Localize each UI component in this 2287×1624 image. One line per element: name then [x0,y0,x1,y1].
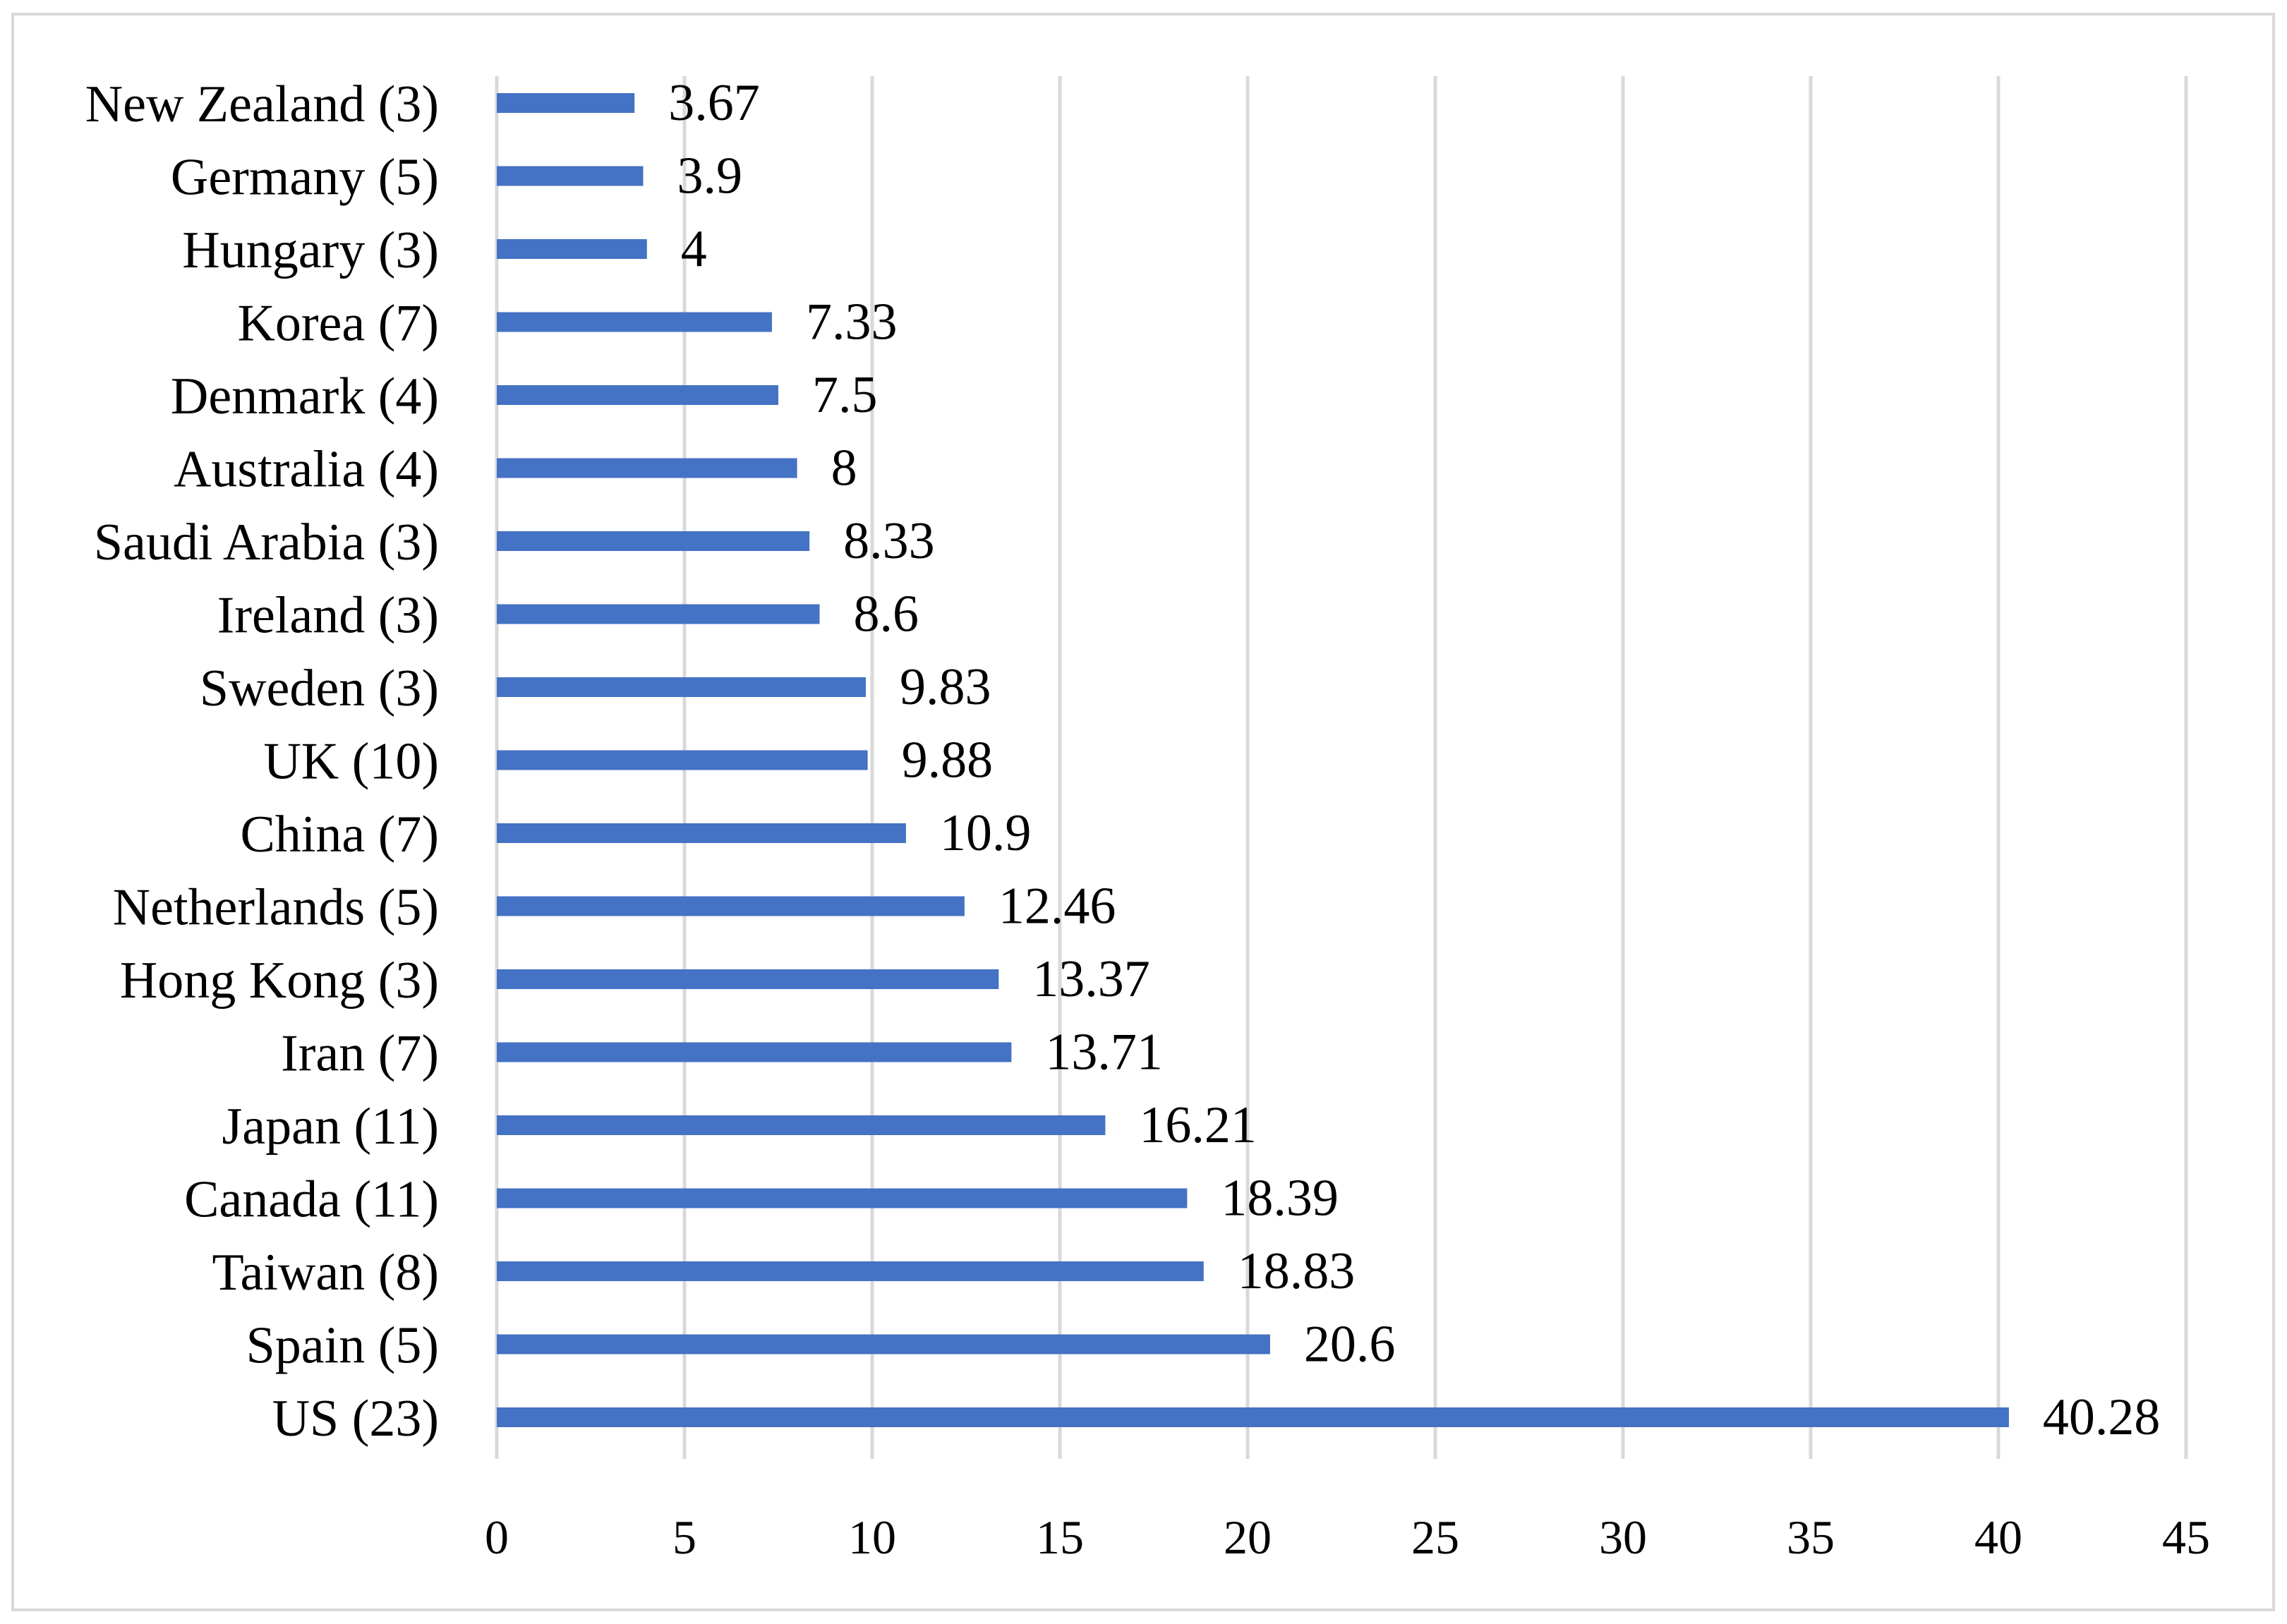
category-label-11: Netherlands (5) [113,879,439,937]
bar-0 [497,93,635,113]
bar-2 [497,239,647,259]
bar-13 [497,1042,1012,1062]
x-tick-label-5: 5 [672,1510,696,1564]
x-tick-label-15: 15 [1036,1510,1084,1564]
category-label-4: Denmark (4) [171,368,439,425]
x-tick-label-30: 30 [1599,1510,1647,1564]
value-label-6: 8.33 [843,512,935,570]
category-label-9: UK (10) [263,733,439,791]
value-label-7: 8.6 [854,586,919,643]
category-label-16: Taiwan (8) [212,1244,439,1302]
bars [497,93,2009,1427]
category-label-18: US (23) [272,1390,439,1448]
x-axis-tick-labels: 0 5 10 15 20 25 30 35 40 45 [485,1510,2210,1564]
category-label-7: Ireland (3) [217,587,439,645]
category-labels: New Zealand (3) Germany (5) Hungary (3) Kor… [85,75,439,1448]
value-label-8: 9.83 [900,658,991,716]
x-tick-label-35: 35 [1787,1510,1835,1564]
category-label-15: Canada (11) [184,1171,439,1229]
x-tick-label-0: 0 [485,1510,509,1564]
bar-17 [497,1334,1270,1355]
bar-5 [497,458,797,478]
value-label-5: 8 [831,440,857,497]
bar-10 [497,823,906,843]
category-label-8: Sweden (3) [200,660,439,717]
bar-15 [497,1188,1188,1208]
value-label-2: 4 [681,220,707,278]
value-label-11: 12.46 [998,878,1116,935]
value-label-4: 7.5 [812,366,878,424]
bar-11 [497,896,965,916]
category-label-2: Hungary (3) [182,222,439,279]
x-tick-label-45: 45 [2162,1510,2210,1564]
bar-14 [497,1115,1106,1135]
bar-1 [497,166,644,186]
value-label-1: 3.9 [677,147,742,205]
bar-18 [497,1407,2009,1427]
bar-8 [497,677,866,697]
category-label-5: Australia (4) [174,441,439,499]
value-label-0: 3.67 [668,74,760,132]
x-tick-label-25: 25 [1411,1510,1459,1564]
category-label-1: Germany (5) [171,149,439,207]
category-label-3: Korea (7) [237,295,439,353]
value-label-17: 20.6 [1304,1316,1396,1374]
x-tick-label-40: 40 [1974,1510,2022,1564]
bar-4 [497,385,778,405]
value-label-10: 10.9 [940,804,1032,862]
bar-3 [497,312,772,332]
gridlines [495,76,2188,1459]
bar-9 [497,750,868,770]
bar-6 [497,531,810,551]
value-label-9: 9.88 [902,732,994,789]
value-label-12: 13.37 [1032,950,1150,1008]
value-label-18: 40.28 [2043,1388,2161,1446]
value-label-13: 13.71 [1045,1024,1163,1081]
category-label-14: Japan (11) [222,1098,439,1156]
value-label-15: 18.39 [1221,1170,1339,1228]
category-label-12: Hong Kong (3) [120,952,439,1010]
category-label-0: New Zealand (3) [85,75,439,133]
category-label-6: Saudi Arabia (3) [94,514,439,571]
value-label-16: 18.83 [1238,1242,1356,1300]
x-tick-label-10: 10 [848,1510,896,1564]
category-label-13: Iran (7) [281,1025,439,1083]
category-label-17: Spain (5) [246,1317,439,1375]
bar-16 [497,1261,1204,1281]
bar-7 [497,604,820,624]
value-label-3: 7.33 [806,293,898,351]
category-label-10: China (7) [240,806,439,863]
value-labels: 3.67 3.9 4 7.33 7.5 8 8.33 8.6 9.83 9.88 10.9 12.46… [668,74,2160,1446]
x-tick-label-20: 20 [1224,1510,1272,1564]
value-label-14: 16.21 [1139,1096,1257,1154]
bar-12 [497,969,999,989]
